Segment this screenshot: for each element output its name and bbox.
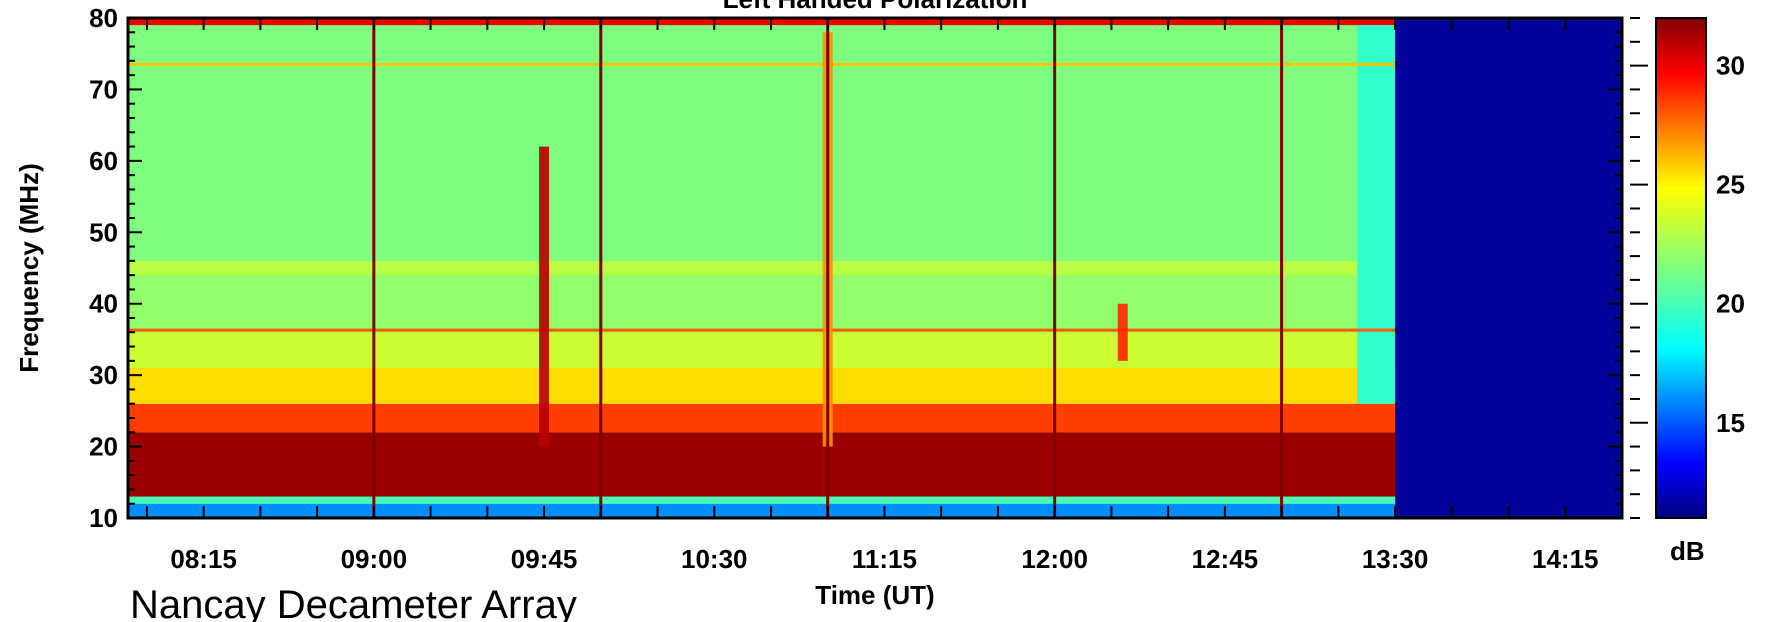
frequency-band <box>128 503 1396 518</box>
frequency-band <box>128 403 1396 433</box>
x-tick-label: 09:00 <box>341 544 408 574</box>
x-tick-label: 08:15 <box>170 544 237 574</box>
colorbar-tick-label: 30 <box>1716 51 1745 81</box>
late-interval <box>1357 25 1396 404</box>
x-tick-label: 12:00 <box>1021 544 1088 574</box>
frequency-band <box>128 496 1396 504</box>
y-tick-label: 30 <box>89 360 118 390</box>
x-tick-label: 14:15 <box>1532 544 1599 574</box>
colorbar-unit-label: dB <box>1670 536 1705 566</box>
y-tick-label: 80 <box>89 3 118 33</box>
chart-title: Left Handed Polarization <box>723 0 1028 14</box>
x-tick-label: 11:15 <box>852 544 917 574</box>
radio-burst <box>539 146 550 447</box>
frequency-band <box>128 18 1396 26</box>
y-tick-label: 50 <box>89 217 118 247</box>
frequency-band <box>128 368 1396 404</box>
y-axis-title: Frequency (MHz) <box>14 163 44 372</box>
colorbar-ticks: 15 20 25 30 <box>1630 17 1745 519</box>
x-tick-label: 09:45 <box>511 544 578 574</box>
y-tick-label: 10 <box>89 503 118 533</box>
spectrogram-heatmap <box>128 18 1622 518</box>
colorbar-tick-label: 25 <box>1716 170 1745 200</box>
plot-frame <box>126 16 1624 520</box>
y-tick-label: 70 <box>89 74 118 104</box>
x-axis-ticks: 08:15 09:00 09:45 10:30 11:15 12:00 12:45 13:30… <box>145 18 1623 574</box>
frequency-band <box>128 332 1396 368</box>
no-data-region <box>1395 18 1622 518</box>
frequency-band <box>128 275 1396 333</box>
colorbar-tick-label: 15 <box>1716 408 1745 438</box>
radio-burst <box>1117 303 1128 361</box>
x-tick-label: 12:45 <box>1192 544 1259 574</box>
frequency-band <box>128 25 1396 261</box>
x-tick-label: 13:30 <box>1362 544 1429 574</box>
colorbar <box>1655 17 1707 519</box>
y-axis-ticks: 10 20 30 40 50 60 70 80 <box>89 3 1622 533</box>
colorbar-tick-label: 20 <box>1716 289 1745 319</box>
frequency-band <box>128 432 1396 497</box>
y-tick-label: 40 <box>89 289 118 319</box>
x-axis-title: Time (UT) <box>815 580 934 610</box>
frequency-band <box>128 260 1396 276</box>
x-tick-label: 10:30 <box>681 544 748 574</box>
instrument-caption: Nancay Decameter Array <box>130 583 577 622</box>
y-tick-label: 20 <box>89 432 118 462</box>
y-tick-label: 60 <box>89 146 118 176</box>
